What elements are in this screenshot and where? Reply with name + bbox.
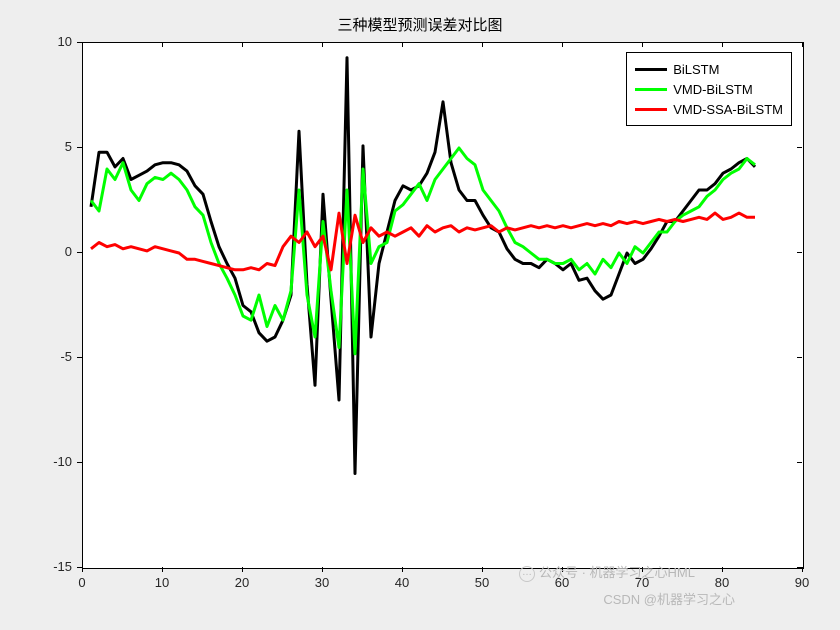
x-tick bbox=[82, 42, 83, 47]
x-tick-label: 90 bbox=[792, 575, 812, 590]
y-tick bbox=[797, 252, 802, 253]
y-tick-label: -10 bbox=[53, 454, 72, 469]
x-tick bbox=[82, 567, 83, 572]
legend-item: VMD-BiLSTM bbox=[635, 79, 783, 99]
y-tick bbox=[77, 147, 82, 148]
x-tick bbox=[482, 567, 483, 572]
legend-swatch bbox=[635, 68, 667, 71]
chart-title: 三种模型预测误差对比图 bbox=[0, 14, 840, 35]
legend-label: VMD-BiLSTM bbox=[673, 82, 752, 97]
x-tick-label: 40 bbox=[392, 575, 412, 590]
x-tick bbox=[162, 567, 163, 572]
y-tick-label: -5 bbox=[60, 349, 72, 364]
x-tick bbox=[642, 42, 643, 47]
y-tick bbox=[77, 252, 82, 253]
x-tick bbox=[322, 42, 323, 47]
x-tick bbox=[722, 42, 723, 47]
x-tick bbox=[242, 42, 243, 47]
y-tick bbox=[797, 357, 802, 358]
legend-swatch bbox=[635, 88, 667, 91]
x-tick bbox=[242, 567, 243, 572]
legend-label: BiLSTM bbox=[673, 62, 719, 77]
legend-item: BiLSTM bbox=[635, 59, 783, 79]
x-tick bbox=[322, 567, 323, 572]
x-tick bbox=[482, 42, 483, 47]
y-tick-label: 10 bbox=[58, 34, 72, 49]
y-tick-label: -15 bbox=[53, 559, 72, 574]
x-tick bbox=[402, 567, 403, 572]
y-tick bbox=[797, 462, 802, 463]
x-tick-label: 30 bbox=[312, 575, 332, 590]
x-tick-label: 20 bbox=[232, 575, 252, 590]
y-tick bbox=[797, 147, 802, 148]
x-tick bbox=[722, 567, 723, 572]
chart-container: 三种模型预测误差对比图 0102030405060708090-15-10-50… bbox=[0, 0, 840, 630]
x-tick bbox=[562, 42, 563, 47]
x-tick-label: 50 bbox=[472, 575, 492, 590]
x-tick-label: 0 bbox=[72, 575, 92, 590]
watermark: CSDN @机器学习之心 bbox=[603, 589, 735, 608]
y-tick bbox=[77, 462, 82, 463]
y-tick bbox=[77, 357, 82, 358]
x-tick bbox=[402, 42, 403, 47]
y-tick bbox=[77, 42, 82, 43]
x-tick-label: 80 bbox=[712, 575, 732, 590]
legend-swatch bbox=[635, 108, 667, 111]
legend: BiLSTM VMD-BiLSTM VMD-SSA-BiLSTM bbox=[626, 52, 792, 126]
legend-item: VMD-SSA-BiLSTM bbox=[635, 99, 783, 119]
y-tick bbox=[797, 567, 802, 568]
x-tick bbox=[802, 42, 803, 47]
y-tick-label: 5 bbox=[65, 139, 72, 154]
x-tick bbox=[162, 42, 163, 47]
watermark: …公众号 · 机器学习之心HML bbox=[519, 562, 695, 582]
legend-label: VMD-SSA-BiLSTM bbox=[673, 102, 783, 117]
x-tick-label: 10 bbox=[152, 575, 172, 590]
x-tick bbox=[802, 567, 803, 572]
y-tick bbox=[77, 567, 82, 568]
y-tick bbox=[797, 42, 802, 43]
y-tick-label: 0 bbox=[65, 244, 72, 259]
